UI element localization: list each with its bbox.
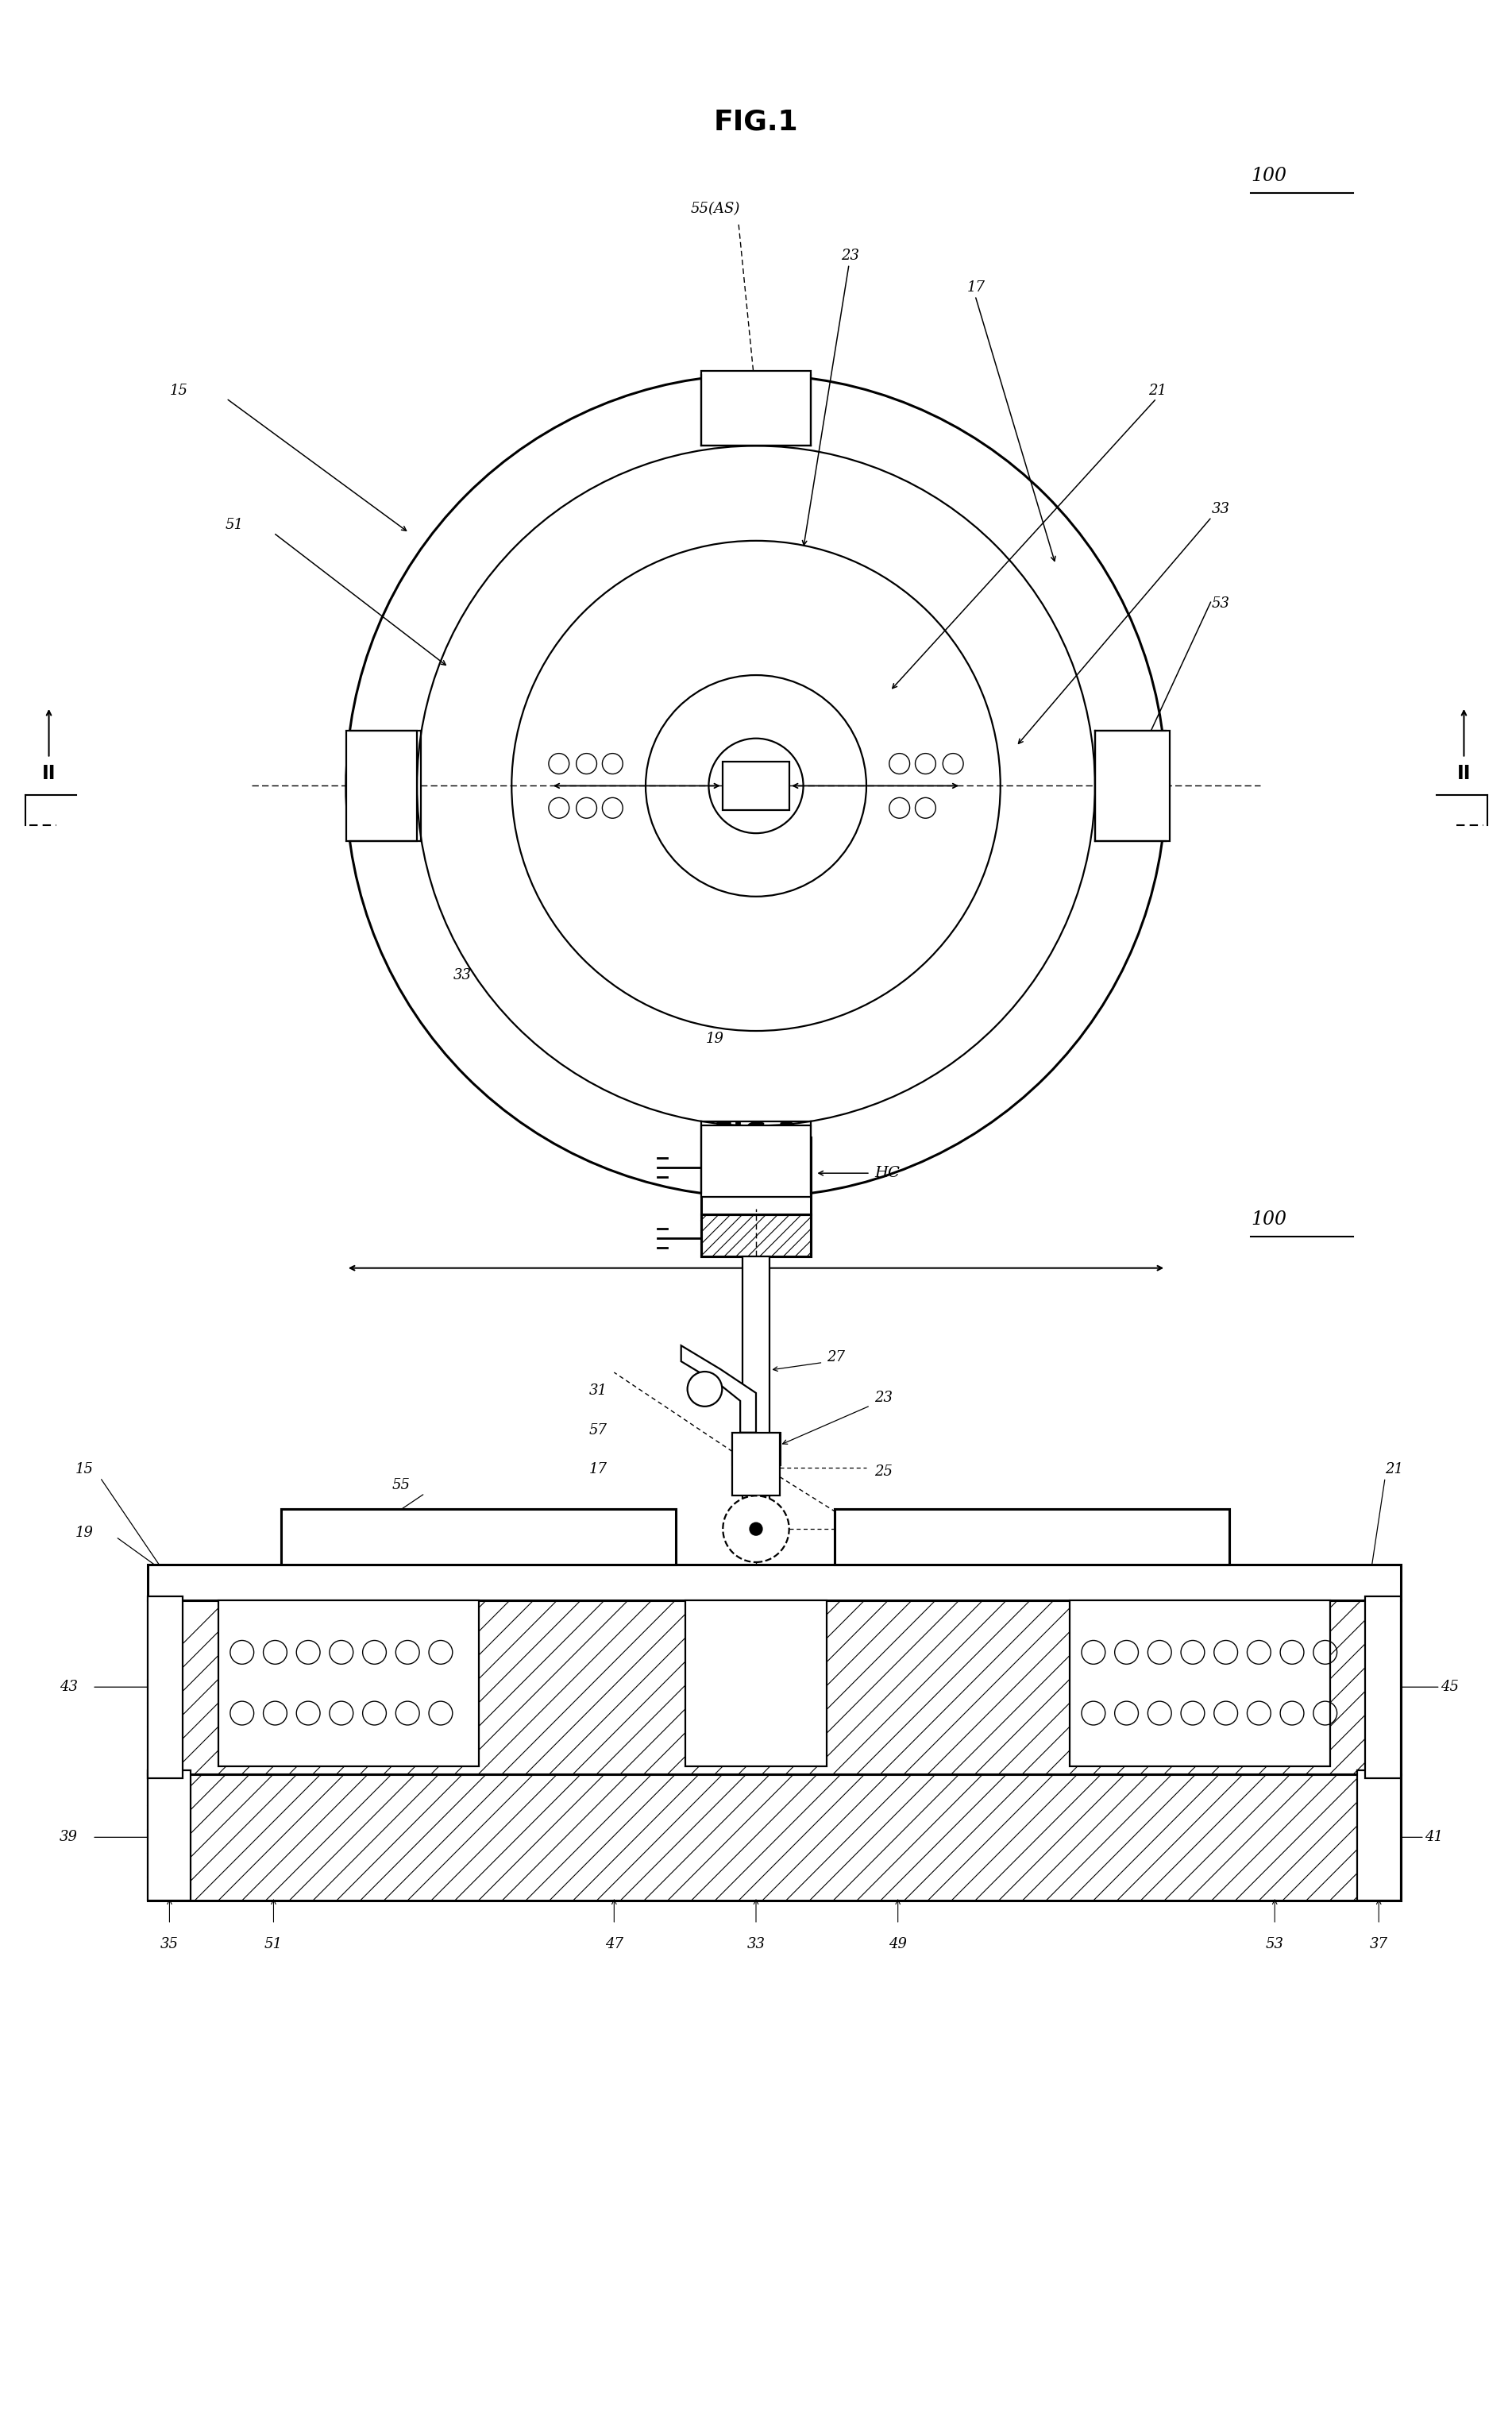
Bar — [723, 762, 789, 810]
Bar — [1095, 731, 1170, 842]
Text: 57: 57 — [590, 1423, 608, 1438]
Text: E: E — [750, 1295, 762, 1310]
Text: 45: 45 — [1441, 1679, 1459, 1693]
PathPatch shape — [680, 1346, 756, 1433]
Text: 35: 35 — [160, 1937, 178, 1951]
Bar — [742, 1257, 770, 1510]
Bar — [147, 1770, 191, 1901]
Bar — [685, 1599, 827, 1766]
Text: 47: 47 — [605, 1937, 623, 1951]
Text: 51: 51 — [225, 519, 243, 533]
Text: 37: 37 — [1370, 1937, 1388, 1951]
Text: 23: 23 — [874, 1392, 892, 1404]
Text: FIG.2: FIG.2 — [714, 1119, 798, 1148]
Text: 15: 15 — [169, 384, 187, 398]
Bar — [732, 1433, 780, 1495]
Text: II: II — [1458, 765, 1471, 784]
Text: 55(AS): 55(AS) — [691, 203, 739, 215]
Text: 53: 53 — [1211, 596, 1229, 610]
Text: 100: 100 — [1250, 1211, 1287, 1228]
Text: 19: 19 — [76, 1527, 94, 1539]
Text: 43: 43 — [59, 1679, 77, 1693]
Text: 29: 29 — [874, 1529, 892, 1544]
Bar — [732, 1433, 780, 1464]
Text: 25: 25 — [874, 1464, 892, 1479]
Bar — [702, 371, 810, 446]
Bar — [835, 1510, 1229, 1565]
Text: 33: 33 — [747, 1937, 765, 1951]
Text: 41: 41 — [1424, 1831, 1442, 1845]
Text: 55: 55 — [392, 1479, 410, 1493]
Circle shape — [688, 1372, 723, 1406]
Bar — [218, 1599, 478, 1766]
Text: 17: 17 — [590, 1462, 608, 1476]
Bar — [281, 1510, 676, 1565]
Text: 53: 53 — [1266, 1937, 1284, 1951]
Circle shape — [723, 1495, 789, 1563]
Text: 51: 51 — [265, 1937, 283, 1951]
Bar — [147, 1599, 1400, 1775]
Text: 21: 21 — [1149, 384, 1167, 398]
Text: II: II — [42, 765, 56, 784]
Text: 31: 31 — [590, 1384, 608, 1397]
Bar — [281, 1510, 676, 1565]
Text: 49: 49 — [889, 1937, 907, 1951]
Text: 39: 39 — [59, 1831, 77, 1845]
Bar — [346, 731, 417, 842]
Text: 21: 21 — [1385, 1462, 1403, 1476]
Bar — [147, 1565, 1400, 1599]
Bar — [1365, 1597, 1400, 1778]
Text: 19: 19 — [706, 1032, 724, 1047]
Text: 100: 100 — [1250, 166, 1287, 186]
Bar — [1358, 1770, 1400, 1901]
Bar — [835, 1510, 1229, 1565]
Text: HC: HC — [874, 1165, 900, 1179]
Text: 17: 17 — [968, 280, 986, 294]
Bar — [702, 1138, 810, 1216]
Circle shape — [750, 1522, 762, 1536]
Bar — [147, 1775, 1400, 1901]
Text: 27: 27 — [827, 1351, 845, 1365]
Text: 33: 33 — [454, 967, 472, 982]
Bar — [702, 1126, 810, 1196]
Bar — [147, 1597, 183, 1778]
Text: 23: 23 — [841, 248, 859, 263]
Text: 15: 15 — [76, 1462, 94, 1476]
Bar — [702, 1216, 810, 1257]
Text: 33: 33 — [1211, 502, 1229, 516]
Bar — [702, 1216, 810, 1257]
Bar — [1070, 1599, 1331, 1766]
Text: FIG.1: FIG.1 — [714, 109, 798, 135]
